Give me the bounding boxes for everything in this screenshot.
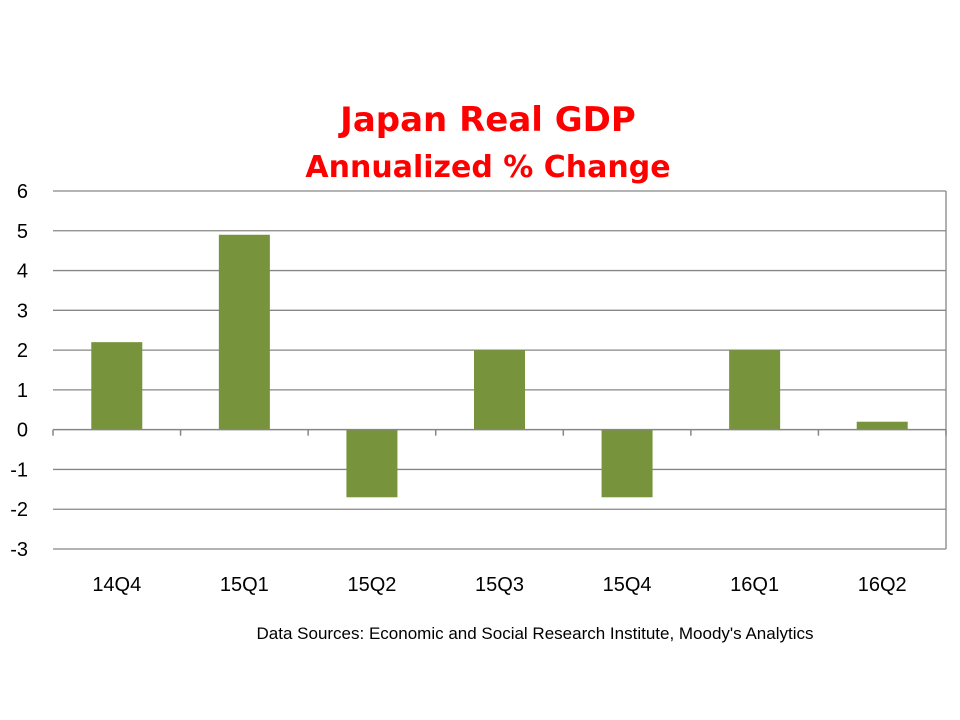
axes [52,428,947,436]
chart-title: Japan Real GDP [338,100,636,140]
x-tick-label: 15Q4 [603,574,652,596]
y-tick-label: -3 [10,539,28,561]
y-tick-labels: 6 5 4 3 2 1 0 -1 -2 -3 [10,181,28,561]
x-tick-label: 16Q2 [858,574,907,596]
x-tick-label: 14Q4 [92,574,141,596]
y-tick-label: 2 [17,340,28,362]
x-tick-label: 16Q1 [730,574,779,596]
y-tick-label: 4 [17,261,28,283]
x-tick-label: 15Q1 [220,574,269,596]
bar [91,342,143,430]
bar [601,429,653,498]
y-tick-label: 1 [17,380,28,402]
y-tick-label: -1 [10,459,28,481]
y-tick-label: 0 [17,420,28,442]
bar [218,234,270,430]
y-tick-label: 6 [17,181,28,203]
bars [91,234,908,498]
y-tick-label: 3 [17,300,28,322]
bar [474,350,525,430]
bar [856,421,908,430]
bar [729,350,781,430]
x-tick-label: 15Q2 [347,574,396,596]
bar [346,429,398,498]
y-tick-label: -2 [10,499,28,521]
chart-subtitle: Annualized % Change [305,150,670,185]
data-source-note: Data Sources: Economic and Social Resear… [257,624,814,643]
x-tick-labels: 14Q4 15Q1 15Q2 15Q3 15Q4 16Q1 16Q2 [92,574,906,596]
x-tick-label: 15Q3 [475,574,524,596]
y-tick-label: 5 [17,221,28,243]
